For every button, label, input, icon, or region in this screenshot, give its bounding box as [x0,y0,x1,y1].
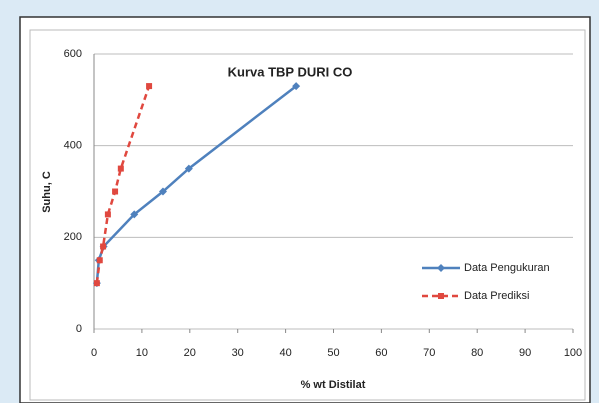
point [93,280,100,287]
legend-marker [438,293,444,299]
legend-label: Data Prediksi [464,290,529,302]
point [112,188,119,195]
chart-title: Kurva TBP DURI CO [228,64,353,79]
point [146,83,153,90]
x-axis-label: % wt Distilat [301,379,366,391]
legend-marker [437,264,445,272]
x-tick-label: 100 [564,347,582,359]
x-tick-label: 50 [327,347,339,359]
x-tick-label: 70 [423,347,435,359]
legend-label: Data Pengukuran [464,262,550,274]
y-tick-label: 400 [64,140,82,152]
y-tick-label: 0 [76,323,82,335]
point [184,164,193,173]
y-tick-label: 200 [64,231,82,243]
point [117,165,124,172]
x-tick-label: 40 [279,347,291,359]
x-tick-label: 0 [91,347,97,359]
x-tick-label: 80 [471,347,483,359]
point [100,243,107,250]
x-tick-label: 60 [375,347,387,359]
point [104,211,111,218]
x-tick-label: 30 [232,347,244,359]
chart-area [29,29,586,401]
point [96,257,103,264]
point [130,210,139,219]
x-tick-label: 10 [136,347,148,359]
x-tick-label: 90 [519,347,531,359]
y-axis-label: Suhu, C [41,171,53,213]
y-tick-label: 600 [64,48,82,60]
point [158,187,167,196]
point [292,82,301,91]
x-tick-label: 20 [184,347,196,359]
